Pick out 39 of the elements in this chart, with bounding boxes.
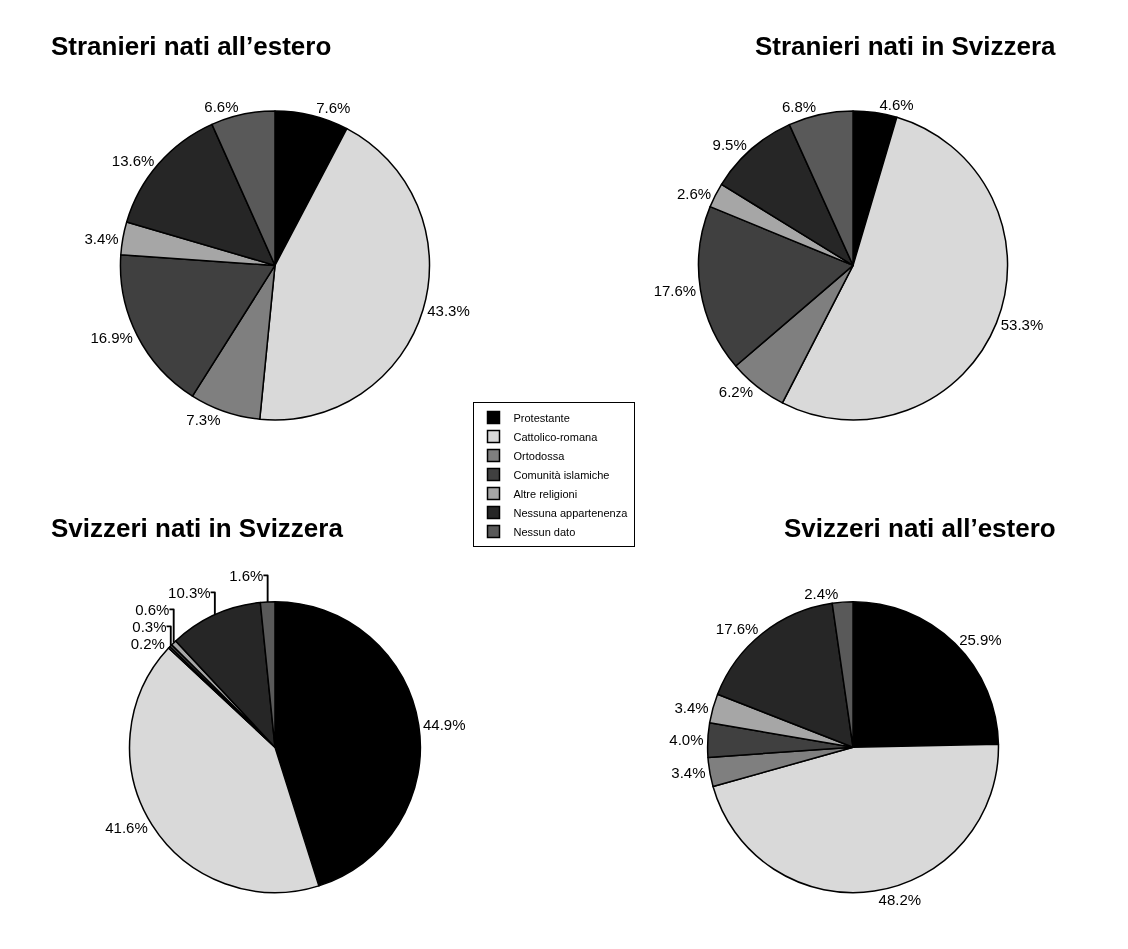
data-label: 4.6% — [879, 95, 914, 113]
data-label: 3.4% — [674, 699, 709, 717]
data-label: 48.2% — [878, 890, 922, 908]
chart-title: Stranieri nati in Svizzera — [755, 31, 1057, 61]
data-label: 44.9% — [422, 716, 466, 734]
data-label: 6.8% — [782, 97, 817, 115]
data-label: 16.9% — [90, 328, 133, 346]
data-label: 17.6% — [653, 281, 697, 299]
data-label: 7.6% — [316, 98, 351, 116]
data-label: 3.4% — [671, 763, 706, 781]
data-label: 6.6% — [204, 97, 239, 115]
legend-label: Cattolico-romana — [513, 430, 599, 443]
legend-label: Protestante — [513, 411, 570, 424]
data-label: 7.3% — [186, 410, 221, 428]
legend-label: Comunità islamiche — [513, 468, 610, 481]
data-label: 41.6% — [105, 818, 148, 836]
data-label: 13.6% — [111, 151, 155, 169]
data-label: 43.3% — [427, 302, 470, 319]
data-label: 1.6% — [229, 566, 264, 584]
data-label: 0.6% — [135, 600, 170, 618]
data-label: 9.5% — [712, 136, 747, 154]
chart-title: Stranieri nati all’estero — [51, 31, 332, 61]
chart-title: Svizzeri nati in Svizzera — [51, 513, 344, 543]
data-label: 53.3% — [1000, 315, 1044, 333]
data-label: 0.3% — [132, 617, 167, 635]
data-label: 17.6% — [715, 619, 759, 637]
legend-label: Ortodossa — [513, 449, 566, 462]
data-label: 6.2% — [718, 383, 754, 401]
legend-label: Nessun dato — [513, 525, 576, 538]
data-label: 2.4% — [804, 585, 839, 603]
data-label: 10.3% — [168, 583, 211, 601]
legend-label: Altre religioni — [513, 487, 578, 500]
data-label: 25.9% — [959, 630, 1002, 648]
data-label: 4.0% — [669, 731, 704, 749]
data-label: 0.2% — [130, 634, 165, 652]
data-label: 3.4% — [84, 229, 119, 247]
chart-title: Svizzeri nati all’estero — [784, 513, 1056, 543]
data-label: 2.6% — [676, 184, 712, 202]
legend-label: Nessuna appartenenza — [513, 506, 629, 519]
